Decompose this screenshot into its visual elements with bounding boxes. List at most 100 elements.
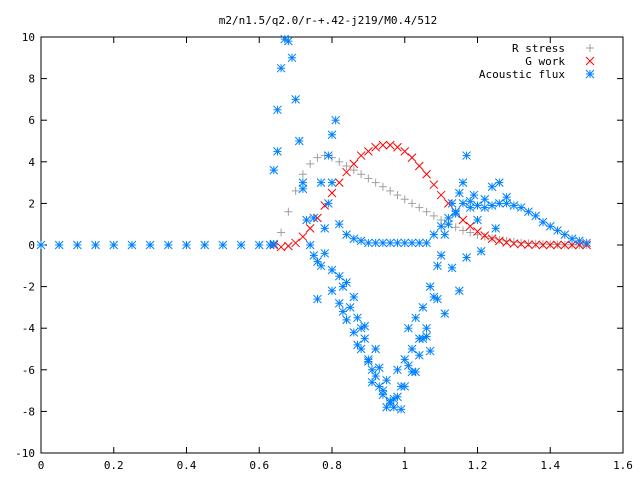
data-point — [334, 271, 344, 281]
data-point — [404, 361, 413, 370]
data-point — [509, 239, 519, 248]
data-point — [364, 357, 373, 366]
data-point — [389, 394, 399, 404]
data-point — [433, 294, 442, 304]
data-point — [73, 240, 82, 250]
data-point — [422, 207, 431, 216]
chart-title: m2/n1.5/q2.0/r-+.42-j219/M0.4/512 — [219, 14, 438, 27]
y-tick-label: 0 — [28, 239, 35, 252]
data-point — [517, 238, 526, 247]
data-point — [429, 180, 439, 190]
x-tick-label: 0.6 — [249, 459, 269, 472]
data-point — [560, 230, 570, 239]
data-point — [458, 215, 468, 225]
data-point — [494, 236, 504, 246]
data-point — [236, 240, 246, 250]
data-point — [545, 221, 555, 231]
data-point — [411, 367, 421, 377]
data-point — [418, 334, 428, 343]
data-point — [516, 203, 526, 212]
data-point — [574, 240, 584, 250]
data-point — [276, 242, 286, 252]
data-point — [374, 363, 384, 373]
data-point — [349, 234, 359, 244]
data-point — [458, 199, 468, 208]
data-point — [400, 195, 409, 204]
data-point — [502, 236, 511, 245]
data-point — [487, 201, 497, 210]
data-point — [277, 228, 286, 237]
data-point — [415, 203, 424, 212]
data-point — [327, 130, 337, 140]
data-point — [545, 240, 555, 250]
x-tick-label: 1.6 — [613, 459, 633, 472]
data-point — [382, 375, 391, 385]
data-point — [291, 238, 300, 248]
data-point — [371, 238, 381, 248]
data-point — [407, 153, 417, 162]
data-point — [378, 238, 388, 248]
data-point — [364, 238, 373, 248]
data-point — [531, 239, 540, 248]
data-point — [436, 190, 446, 200]
data-point — [408, 199, 417, 208]
data-point — [91, 240, 100, 250]
data-point — [436, 221, 446, 231]
data-point — [502, 238, 511, 247]
data-point — [309, 251, 319, 260]
data-point — [393, 142, 402, 152]
data-point — [378, 140, 388, 150]
data-point — [425, 346, 435, 356]
data-point — [447, 263, 457, 273]
data-point — [349, 328, 359, 337]
data-point — [269, 239, 279, 249]
data-point — [345, 303, 355, 312]
data-point — [316, 178, 326, 187]
data-point — [320, 248, 330, 258]
data-point — [328, 153, 336, 162]
data-point — [291, 186, 300, 195]
data-point — [574, 236, 584, 246]
data-point — [298, 170, 307, 179]
data-point — [327, 286, 337, 296]
data-point — [305, 240, 315, 250]
data-point — [342, 278, 351, 287]
data-point — [393, 238, 402, 248]
data-point — [127, 240, 137, 250]
data-point — [294, 136, 304, 146]
x-tick-label: 1.2 — [468, 459, 488, 472]
data-point — [327, 178, 337, 187]
data-point — [400, 355, 410, 364]
data-point — [494, 178, 504, 187]
data-point — [200, 240, 210, 250]
y-tick-label: -8 — [22, 405, 35, 418]
data-point — [473, 201, 482, 210]
data-point — [334, 298, 344, 308]
data-point — [378, 182, 387, 191]
y-tick-label: 6 — [28, 114, 35, 127]
data-point — [567, 234, 577, 244]
axis-ticks: 0 0.2 0.4 0.6 0.8 1 1.2 1.4 1.6 10 8 6 4 2 0 -2 -4 -6 -8 -1… — [15, 31, 633, 472]
data-point — [538, 240, 547, 249]
data-point — [316, 261, 326, 271]
data-point — [371, 178, 380, 187]
data-point — [451, 223, 460, 232]
data-point — [469, 190, 479, 200]
data-point — [385, 238, 395, 248]
data-point — [480, 203, 490, 212]
data-point — [480, 231, 490, 240]
data-point — [396, 404, 406, 414]
data-point — [422, 169, 431, 179]
y-tick-label: 10 — [22, 31, 35, 44]
data-point — [356, 151, 366, 160]
data-point — [462, 253, 471, 262]
data-point — [480, 194, 490, 204]
data-point — [458, 226, 467, 235]
y-tick-label: 4 — [28, 156, 35, 169]
series-0 — [269, 151, 591, 249]
data-point — [283, 36, 293, 46]
data-point — [494, 199, 504, 208]
data-point — [400, 238, 410, 248]
legend-marker — [586, 44, 594, 52]
data-point — [465, 203, 475, 212]
